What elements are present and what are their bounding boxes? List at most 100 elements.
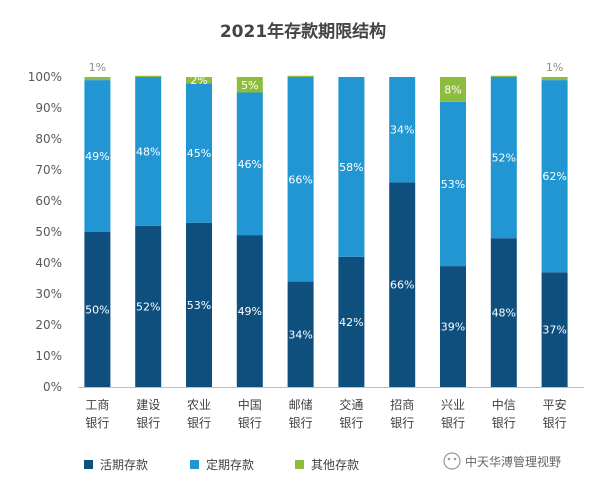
data-label: 5% [241, 79, 258, 92]
bar-segment-2 [440, 101, 466, 267]
data-label: 62% [542, 170, 566, 183]
bar-segment-3 [440, 77, 466, 102]
bar-segment-1 [186, 222, 212, 387]
data-label: 52% [136, 300, 160, 313]
y-tick-label: 50% [35, 225, 62, 239]
x-tick-label: 农业银行 [187, 398, 211, 430]
data-label: 46% [238, 158, 262, 171]
data-label: 37% [542, 324, 566, 337]
data-label: 49% [85, 150, 109, 163]
data-label: 39% [441, 321, 465, 334]
bar-segment-1 [84, 232, 111, 387]
legend-label: 活期存款 [100, 458, 148, 472]
bar-segment-1 [490, 238, 517, 387]
x-tick-label-line: 银行 [339, 416, 363, 430]
bar-segment-1 [135, 225, 162, 387]
watermark-text: 中天华溥管理视野 [465, 454, 561, 469]
x-tick-label-line: 中国 [238, 397, 262, 412]
data-label: 66% [288, 173, 312, 186]
data-label: 1% [89, 61, 106, 74]
legend-swatch [190, 460, 199, 469]
data-label: 42% [339, 316, 363, 329]
bar-segment-1 [440, 266, 466, 387]
x-tick-label-line: 银行 [390, 416, 414, 430]
data-label: 49% [238, 305, 262, 318]
bar-segment-2 [541, 80, 568, 273]
bar-segment-3 [490, 75, 517, 77]
bar-segment-2 [389, 77, 416, 183]
y-tick-label: 70% [35, 163, 62, 177]
x-tick-label-line: 银行 [85, 416, 109, 430]
data-label: 45% [187, 147, 211, 160]
wechat-icon-dot [447, 457, 451, 461]
bar-segment-2 [186, 83, 212, 223]
x-tick-label-line: 平安 [543, 397, 567, 412]
x-tick-label-line: 银行 [289, 416, 313, 430]
bar-segment-2 [84, 80, 111, 232]
legend-label: 定期存款 [206, 457, 254, 472]
x-tick-label-line: 银行 [187, 416, 211, 430]
data-label: 52% [492, 152, 516, 165]
x-tick-label-line: 银行 [492, 416, 516, 430]
wechat-icon [443, 452, 461, 470]
x-tick-label-line: 交通 [339, 397, 363, 412]
bar-segment-2 [490, 77, 517, 239]
data-label: 34% [390, 124, 414, 137]
axis-layer: 0%10%20%30%40%50%60%70%80%90%100%工商银行建设银… [28, 70, 584, 430]
data-label: 53% [187, 299, 211, 312]
bar-segment-1 [338, 256, 365, 387]
x-tick-label-line: 银行 [238, 416, 262, 430]
x-tick-label: 工商银行 [85, 397, 109, 430]
x-tick-label-line: 银行 [136, 416, 160, 430]
bar-segment-2 [338, 77, 365, 257]
bar-segment-2 [135, 77, 162, 226]
x-tick-label-line: 银行 [543, 416, 567, 430]
x-tick-label: 平安银行 [543, 397, 567, 430]
y-tick-label: 20% [35, 318, 62, 332]
data-label: 2% [190, 74, 207, 87]
bar-segment-1 [287, 281, 314, 387]
data-label: 58% [339, 161, 363, 174]
x-tick-label: 招商银行 [390, 397, 414, 430]
x-tick-label: 交通银行 [339, 397, 363, 430]
y-tick-label: 0% [43, 380, 62, 394]
x-tick-label: 建设银行 [136, 398, 160, 430]
x-tick-label-line: 银行 [441, 416, 465, 430]
wechat-icon-dot [453, 457, 457, 461]
y-tick-label: 60% [35, 194, 62, 208]
y-tick-label: 100% [28, 70, 62, 84]
x-tick-label-line: 邮储 [289, 397, 313, 412]
y-tick-label: 10% [35, 349, 62, 363]
x-tick-label-line: 农业 [187, 398, 211, 412]
x-tick-label: 邮储银行 [289, 397, 313, 430]
x-tick-label: 中国银行 [238, 397, 262, 430]
x-tick-label: 中信银行 [492, 397, 516, 430]
bar-segment-2 [287, 77, 314, 282]
legend: 活期存款 定期存款 其他存款 [84, 457, 359, 472]
x-tick-label-line: 工商 [85, 397, 109, 412]
x-tick-label: 兴业银行 [441, 398, 465, 430]
bars-layer [84, 75, 568, 387]
legend-swatch [295, 460, 304, 469]
bar-segment-3 [287, 75, 314, 77]
data-label: 48% [136, 145, 160, 158]
bar-segment-3 [186, 77, 212, 84]
data-label: 50% [85, 304, 109, 317]
legend-label: 其他存款 [311, 458, 359, 472]
x-tick-label-line: 招商 [390, 397, 414, 412]
data-label: 8% [444, 83, 461, 96]
watermark: 中天华溥管理视野 [443, 452, 561, 470]
x-tick-label-line: 中信 [492, 397, 516, 412]
data-label: 34% [288, 328, 312, 341]
bar-segment-3 [135, 75, 162, 77]
x-tick-label-line: 兴业 [441, 398, 465, 412]
data-label: 53% [441, 178, 465, 191]
y-tick-label: 90% [35, 101, 62, 115]
data-label: 1% [546, 61, 563, 74]
bar-segment-2 [236, 92, 263, 236]
x-tick-label-line: 建设 [136, 398, 160, 412]
data-label: 66% [390, 279, 414, 292]
bar-segment-3 [84, 77, 111, 81]
chart-title: 2021年存款期限结构 [220, 21, 386, 42]
